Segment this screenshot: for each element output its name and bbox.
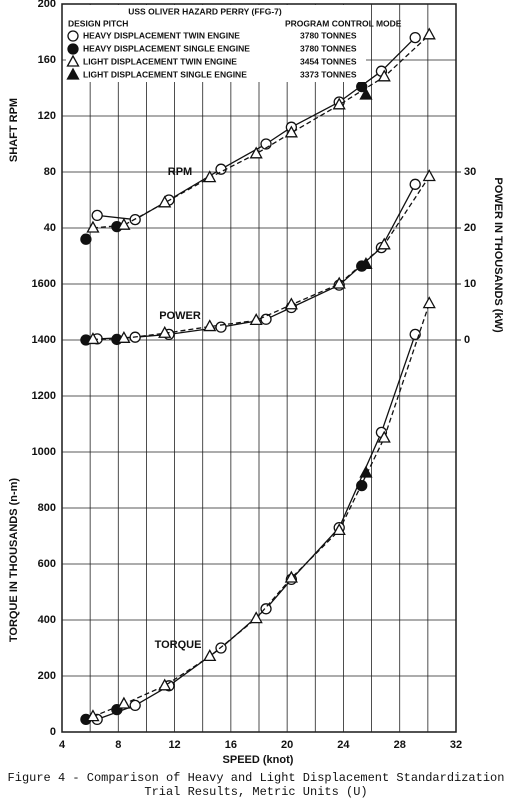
legend-label: LIGHT DISPLACEMENT SINGLE ENGINE <box>83 69 247 79</box>
marker <box>260 603 272 615</box>
legend-tonnes: 3780 TONNES <box>300 43 357 53</box>
marker <box>332 97 346 110</box>
x-tick-label: 4 <box>59 739 66 751</box>
legend-box <box>66 5 366 82</box>
power-axis-title: POWER IN THOUSANDS (kW) <box>492 177 504 333</box>
y-tick-label: 80 <box>44 166 56 178</box>
marker <box>409 178 421 190</box>
marker <box>359 257 373 270</box>
marker <box>422 169 436 182</box>
marker <box>332 276 346 289</box>
x-tick-label: 32 <box>450 739 462 751</box>
legend-marker <box>67 30 79 42</box>
x-tick-label: 24 <box>337 739 350 751</box>
x-tick-label: 16 <box>225 739 237 751</box>
y2-tick-label: 0 <box>464 334 470 346</box>
marker <box>203 170 217 183</box>
legend-heading: PROGRAM CONTROL MODE <box>285 18 402 28</box>
x-tick-label: 20 <box>281 739 293 751</box>
series-line <box>92 176 430 341</box>
marker <box>80 233 92 245</box>
y-tick-label: 160 <box>38 54 56 66</box>
marker <box>129 699 141 712</box>
marker <box>158 325 172 338</box>
series-line <box>96 334 416 721</box>
legend-heading: DESIGN PITCH <box>68 18 128 28</box>
series-line <box>92 34 430 229</box>
curves <box>80 27 436 726</box>
legend-title: USS OLIVER HAZARD PERRY (FFG-7) <box>128 6 282 16</box>
marker <box>409 31 421 44</box>
marker <box>359 465 373 478</box>
marker <box>203 319 217 332</box>
rpm-axis-title: SHAFT RPM <box>8 98 20 162</box>
marker <box>117 696 131 709</box>
x-tick-label: 8 <box>115 739 121 751</box>
marker <box>86 332 100 345</box>
y2-tick-label: 20 <box>464 222 476 234</box>
marker <box>91 209 103 222</box>
marker <box>284 570 298 583</box>
legend-tonnes: 3780 TONNES <box>300 30 357 40</box>
marker <box>249 611 263 624</box>
legend-tonnes: 3454 TONNES <box>300 56 357 66</box>
y-tick-label: 1600 <box>32 278 56 290</box>
legend-marker <box>66 54 80 67</box>
marker <box>284 297 298 310</box>
marker <box>377 69 391 82</box>
legend-label: HEAVY DISPLACEMENT SINGLE ENGINE <box>83 43 250 53</box>
series-line <box>92 303 430 718</box>
marker <box>158 195 172 208</box>
curve-label: RPM <box>168 166 192 178</box>
legend-marker <box>67 43 79 55</box>
marker <box>158 678 172 691</box>
marker <box>332 523 346 536</box>
marker <box>422 296 436 309</box>
y-tick-label: 1400 <box>32 334 56 346</box>
marker <box>86 709 100 722</box>
y-tick-label: 120 <box>38 110 56 122</box>
y-tick-label: 400 <box>38 614 56 626</box>
marker <box>377 430 391 443</box>
legend-tonnes: 3373 TONNES <box>300 69 357 79</box>
x-tick-label: 28 <box>394 739 406 751</box>
marker <box>117 217 131 230</box>
marker <box>215 163 227 175</box>
torque-axis-title: TORQUE IN THOUSANDS (n-m) <box>8 478 20 643</box>
marker <box>359 87 373 100</box>
legend-label: LIGHT DISPLACEMENT TWIN ENGINE <box>83 56 237 66</box>
y-tick-label: 600 <box>38 558 56 570</box>
legend: USS OLIVER HAZARD PERRY (FFG-7) DESIGN P… <box>66 5 402 82</box>
curve-label: TORQUE <box>155 639 202 651</box>
marker <box>86 220 100 233</box>
y-tick-label: 40 <box>44 222 56 234</box>
y-tick-label: 800 <box>38 502 56 514</box>
marker <box>422 27 436 40</box>
marker <box>284 125 298 138</box>
legend-marker <box>66 67 80 80</box>
legend-label: HEAVY DISPLACEMENT TWIN ENGINE <box>83 30 240 40</box>
marker <box>260 313 272 325</box>
x-axis-title: SPEED (knot) <box>223 754 294 766</box>
marker <box>203 649 217 662</box>
curve-label: POWER <box>159 310 201 322</box>
caption: Trial Results, Metric Units (U) <box>144 785 367 799</box>
marker <box>249 313 263 326</box>
marker <box>215 321 227 333</box>
marker <box>117 330 131 343</box>
grid <box>61 3 457 733</box>
marker <box>249 146 263 159</box>
y2-tick-label: 10 <box>464 278 476 290</box>
caption: Figure 4 - Comparison of Heavy and Light… <box>8 771 505 785</box>
y-tick-label: 200 <box>38 0 56 10</box>
y-tick-label: 1000 <box>32 446 56 458</box>
y-tick-label: 200 <box>38 670 56 682</box>
y-tick-label: 0 <box>50 726 56 738</box>
y2-tick-label: 30 <box>464 166 476 178</box>
y-tick-label: 1200 <box>32 390 56 402</box>
x-tick-label: 12 <box>168 739 180 751</box>
marker <box>377 237 391 250</box>
